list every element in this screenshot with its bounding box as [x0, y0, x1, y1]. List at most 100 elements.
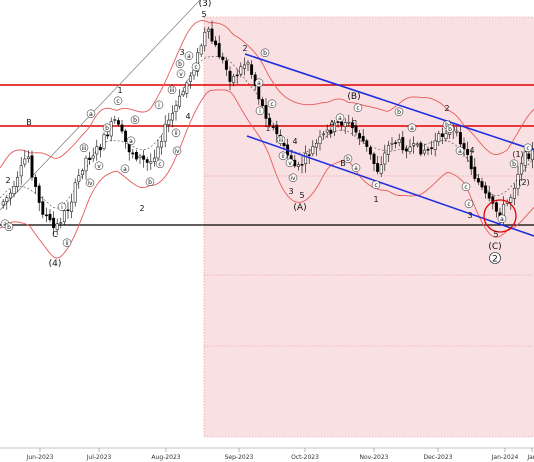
wave-label-mid: 1: [266, 125, 270, 133]
candle: [242, 64, 246, 69]
wave-label-sub: i: [61, 204, 63, 211]
wave-label-sub: c: [116, 98, 119, 105]
candle: [5, 197, 9, 202]
candle: [145, 159, 149, 163]
candle: [124, 130, 128, 142]
wave-label-sub: a: [3, 221, 7, 228]
candle: [368, 147, 372, 155]
candle: [491, 196, 495, 204]
candle: [156, 146, 160, 159]
wave-label-mid: 2: [139, 204, 144, 213]
candle: [228, 70, 232, 82]
candle: [91, 155, 95, 159]
wave-label-sub-ring: [167, 85, 177, 95]
wave-label-sub-ring: [62, 238, 72, 248]
channel-lower: [246, 135, 534, 237]
candle: [221, 56, 225, 61]
wave-label-mid: A: [329, 119, 335, 128]
wave-label-sub: a: [500, 216, 504, 223]
wave-label-sub-ring: [407, 123, 417, 133]
candle: [131, 152, 135, 155]
candle: [469, 155, 473, 170]
candle: [275, 124, 279, 135]
wave-label-sub: b: [346, 156, 350, 163]
candle: [480, 181, 484, 188]
candle: [48, 213, 52, 221]
wave-label-sub-ring: [85, 178, 95, 188]
wave-label-mid: C: [52, 230, 58, 239]
candle: [160, 141, 164, 148]
wave-label-sub: c: [194, 64, 197, 71]
x-tick-label: Jan: [526, 454, 534, 461]
circled-2-ring: [489, 252, 501, 264]
wave-label-sub-ring: [445, 124, 455, 134]
wave-label-sub: a: [129, 138, 133, 145]
candle: [430, 147, 434, 149]
candle: [307, 154, 311, 156]
wave-label-sub: b: [105, 125, 109, 132]
candle: [196, 52, 200, 72]
candle: [383, 152, 387, 165]
wave-label-sub: ii: [281, 153, 285, 160]
candle: [44, 214, 48, 217]
wave-label-sub: c: [374, 182, 377, 189]
candle: [185, 82, 189, 94]
wave-label-sub: c: [158, 161, 161, 168]
candle: [329, 129, 333, 134]
candle: [224, 60, 228, 70]
wave-label-sub: ii: [174, 130, 178, 137]
x-tick-label: Nov-2023: [360, 454, 389, 461]
candle: [379, 164, 383, 174]
x-tick-label: Aug-2023: [151, 454, 180, 461]
wave-label-sub-ring: [278, 151, 288, 161]
wave-label-sub-ring: [509, 159, 519, 169]
candle: [84, 157, 88, 172]
candle: [62, 210, 66, 223]
candle: [509, 197, 513, 203]
wave-label-sub: b: [512, 161, 516, 168]
wave-label-sub-ring: [353, 103, 363, 113]
candle: [55, 223, 59, 230]
wave-label-sub-ring: [171, 128, 181, 138]
candle: [12, 185, 16, 195]
wave-label-sub: iv: [174, 148, 180, 155]
candle: [458, 132, 462, 145]
candle: [322, 133, 326, 136]
candle: [527, 153, 531, 159]
wave-label-sub-ring: [343, 154, 353, 164]
wave-label-sub: iii: [278, 137, 283, 144]
wave-label-sub: a: [458, 148, 462, 155]
candle: [300, 164, 304, 166]
wave-label-sub: a: [123, 166, 127, 173]
candle: [520, 163, 524, 175]
candle: [102, 134, 106, 149]
candle: [26, 156, 30, 159]
candle: [23, 158, 27, 165]
candle: [235, 74, 239, 77]
candle: [134, 152, 138, 160]
candle: [361, 136, 365, 142]
candle: [52, 217, 56, 229]
wave-label-sub-ring: [155, 159, 165, 169]
candle: [354, 125, 358, 133]
wave-label-mid: 2: [242, 44, 247, 53]
wave-label-sub-ring: [184, 51, 194, 61]
candle: [30, 155, 34, 178]
wave-label-sub-ring: [255, 106, 265, 116]
candle: [80, 170, 84, 176]
candle: [149, 161, 153, 164]
wave-label-sub: a: [338, 115, 342, 122]
candle: [376, 163, 380, 172]
wave-label-sub: i: [259, 108, 261, 115]
wave-label-sub-ring: [285, 158, 295, 168]
candle: [437, 133, 441, 143]
candle: [282, 143, 286, 147]
wave-label-sub: b: [445, 122, 449, 129]
wave-label-mid: 2: [444, 104, 449, 113]
wave-label-sub: c: [270, 101, 273, 108]
wave-label-sub-ring: [4, 222, 14, 232]
candle: [422, 149, 426, 154]
wave-label-mid: B: [340, 159, 346, 168]
candle: [476, 178, 480, 183]
candle: [260, 99, 264, 107]
